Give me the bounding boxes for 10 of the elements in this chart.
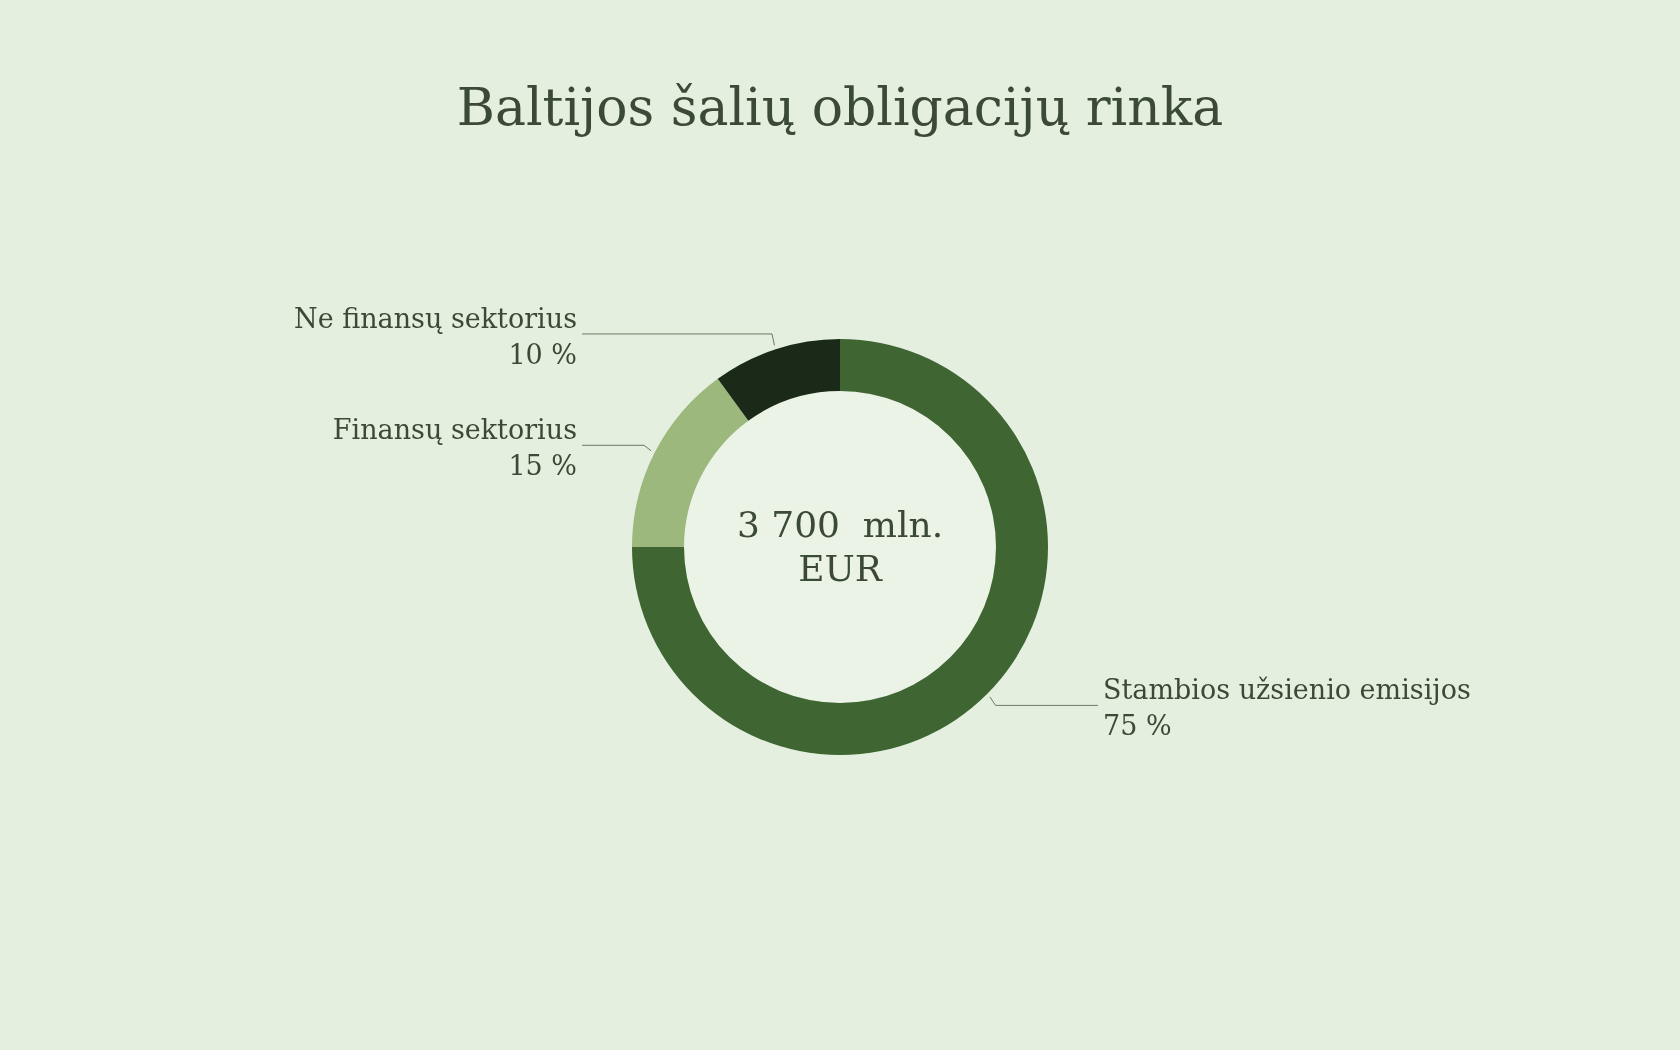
slice-label: Finansų sektorius <box>332 414 577 446</box>
donut-slice <box>717 339 840 421</box>
slice-label: Ne finansų sektorius <box>294 302 577 334</box>
donut-slice <box>632 339 1048 755</box>
data-label: 75 % <box>1103 710 1172 742</box>
chart-title: Baltijos šalių obligacijų rinka <box>456 77 1224 137</box>
data-label: 10 % <box>508 338 577 370</box>
slice-label: Stambios užsienio emisijos <box>1103 674 1471 706</box>
text: 3 700 mln. EUR <box>736 504 944 589</box>
data-label: 15 % <box>508 450 577 482</box>
